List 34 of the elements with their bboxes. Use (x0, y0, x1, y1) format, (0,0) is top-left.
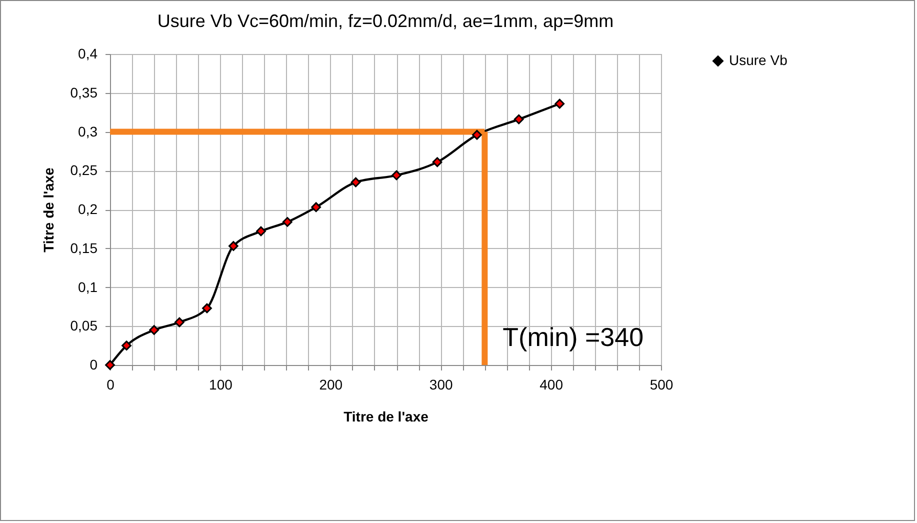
x-tick-label: 100 (209, 376, 233, 392)
y-tick-label: 0,4 (78, 46, 98, 62)
chart-title: Usure Vb Vc=60m/min, fz=0.02mm/d, ae=1mm, ap=9mm (157, 11, 614, 31)
point (311, 202, 322, 212)
x-axis-title: Titre de l'axe (344, 408, 429, 424)
y-tick-label: 0,15 (70, 240, 98, 256)
point (432, 157, 442, 168)
legend-label: Usure Vb (729, 52, 788, 68)
point (228, 241, 238, 251)
x-tick-label: 300 (429, 376, 453, 392)
y-tick-label: 0,35 (70, 84, 98, 100)
y-tick-label: 0,1 (78, 278, 98, 295)
point (122, 340, 132, 350)
x-tick-label: 0 (106, 376, 115, 392)
y-tick-label: 0,3 (78, 123, 98, 140)
point (350, 177, 361, 188)
y-tick-label: 0,2 (78, 201, 98, 217)
y-tick-label: 0,05 (70, 318, 98, 334)
point (202, 303, 212, 314)
y-tick-label: 0,25 (70, 162, 98, 178)
point (282, 217, 292, 227)
point (392, 170, 402, 180)
point (174, 317, 184, 328)
x-tick-label: 500 (650, 376, 674, 392)
point (472, 130, 482, 140)
point (554, 98, 565, 109)
y-axis-title: Titre de l'axe (40, 167, 56, 252)
point (256, 226, 266, 236)
point (149, 325, 160, 335)
x-tick-label: 200 (319, 376, 343, 392)
y-tick-label: 0 (90, 356, 98, 372)
point (514, 114, 524, 124)
x-tick-label: 400 (540, 376, 564, 392)
ref-line-label: T(min) =340 (502, 322, 644, 352)
